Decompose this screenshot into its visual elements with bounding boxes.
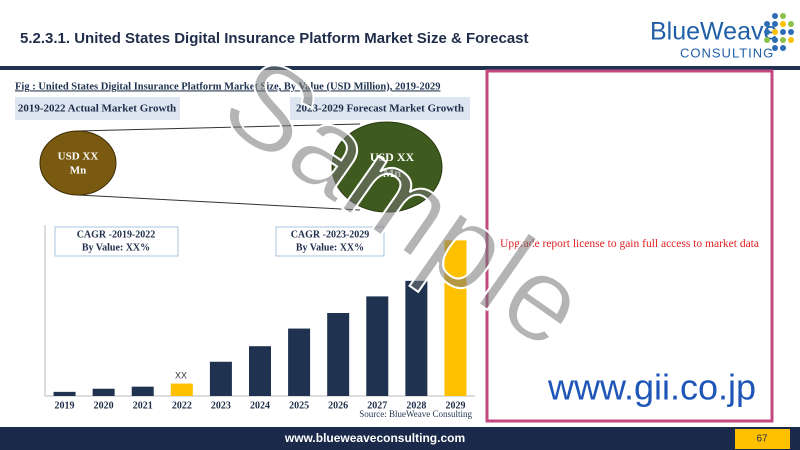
x-tick-label: 2029: [445, 400, 465, 411]
x-tick-label: 2023: [211, 400, 231, 411]
bar: [249, 346, 271, 396]
header-rule: [0, 66, 800, 70]
bar: [288, 328, 311, 396]
locked-panel: [485, 69, 774, 423]
bar: [92, 388, 115, 396]
bubble-label: USD XX: [370, 150, 415, 164]
cagr-label: CAGR -2023-2029: [291, 229, 370, 240]
bar: [366, 296, 389, 396]
locked-message: Upgrade report license to gain full acce…: [500, 238, 759, 250]
period-box: [290, 97, 470, 120]
x-tick-label: 2019: [55, 400, 75, 411]
x-tick-label: 2020: [94, 400, 114, 411]
cagr-label: By Value: XX%: [296, 242, 364, 253]
x-tick-label: 2028: [406, 400, 426, 411]
bubble: [39, 130, 117, 196]
page-box: [735, 429, 790, 449]
footer-bar: [0, 427, 800, 450]
bubble-label: Mn: [70, 165, 87, 177]
locked-message-box: Upgrade report license to gain full acce…: [500, 238, 759, 250]
x-tick-label: 2022: [172, 400, 192, 411]
source: Source: BlueWeave Consulting: [359, 409, 472, 419]
connector: [77, 194, 361, 211]
cagr-box: [275, 226, 385, 257]
connector: [77, 123, 361, 132]
logo-dots: [764, 13, 794, 51]
x-tick-label: 2025: [289, 400, 309, 411]
bar-label: XX: [175, 370, 187, 380]
bubble: [331, 121, 443, 213]
bar: [405, 280, 428, 396]
x-tick-label: 2026: [328, 400, 348, 411]
bar: [444, 240, 467, 396]
bubble-label: Mn: [383, 166, 401, 180]
gii-url: www.gii.co.jp: [547, 367, 756, 408]
logo-name: BlueWeave: [650, 18, 777, 46]
bubble-label: USD XX: [58, 151, 99, 163]
x-tick-label: 2024: [250, 400, 270, 411]
period-label: 2023-2029 Forecast Market Growth: [296, 103, 464, 115]
cagr-box: [54, 226, 179, 257]
chart-title: Fig : United States Digital Insurance Pl…: [15, 81, 441, 92]
bar: [131, 386, 154, 396]
footer-url: www.blueweaveconsulting.com: [284, 431, 465, 445]
page-number: 67: [756, 434, 768, 445]
logo-sub: CONSULTING: [680, 45, 774, 60]
x-tick-label: 2027: [367, 400, 387, 411]
bar: [53, 391, 76, 396]
period-label: 2019-2022 Actual Market Growth: [18, 103, 176, 115]
bar: [170, 383, 193, 396]
x-tick-label: 2021: [133, 400, 153, 411]
slide-title: 5.2.3.1. United States Digital Insurance…: [20, 30, 529, 47]
bar: [327, 313, 350, 396]
bar: [209, 361, 232, 396]
cagr-label: By Value: XX%: [82, 242, 150, 253]
period-box: [15, 97, 180, 120]
cagr-label: CAGR -2019-2022: [77, 229, 156, 240]
